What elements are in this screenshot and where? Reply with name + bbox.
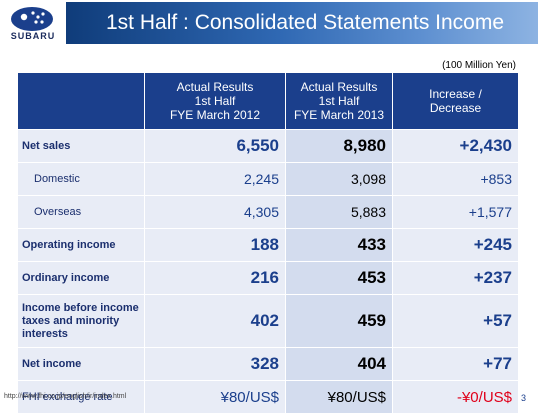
- page-title: 1st Half : Consolidated Statements Incom…: [106, 11, 505, 34]
- header-fye-2013-label: Actual Results 1st Half FYE March 2013: [293, 80, 385, 122]
- value-fye-2012: 4,305: [144, 195, 286, 229]
- value-fye-2012: 328: [144, 347, 286, 381]
- value-change: +237: [392, 261, 519, 295]
- table-row: Income before income taxes and minority …: [17, 294, 519, 348]
- value-fye-2013: ¥80/US$: [285, 380, 393, 414]
- value-fye-2013: 459: [285, 294, 393, 348]
- value-change: +57: [392, 294, 519, 348]
- subaru-logo: SUBARU: [0, 0, 66, 46]
- value-change: +1,577: [392, 195, 519, 229]
- row-label: Overseas: [17, 195, 145, 229]
- value-fye-2012: 188: [144, 228, 286, 262]
- table-row: Overseas 4,305 5,883 +1,577: [17, 195, 519, 229]
- page-number: 3: [520, 393, 526, 403]
- value-fye-2012: 216: [144, 261, 286, 295]
- value-fye-2013: 8,980: [285, 129, 393, 163]
- logo-text: SUBARU: [10, 31, 56, 41]
- row-label: Ordinary income: [17, 261, 145, 295]
- value-fye-2012: 402: [144, 294, 286, 348]
- value-fye-2013: 453: [285, 261, 393, 295]
- row-label: Net income: [17, 347, 145, 381]
- row-label: Net sales: [17, 129, 145, 163]
- value-fye-2012: ¥80/US$: [144, 380, 286, 414]
- table-row: Domestic 2,245 3,098 +853: [17, 162, 519, 196]
- footer-url: http://www.fhi.co.jp/english/ir/index.ht…: [4, 393, 127, 400]
- header-change: Increase / Decrease: [392, 72, 519, 130]
- row-label: Income before income taxes and minority …: [17, 294, 145, 348]
- header-fye-2012-label: Actual Results 1st Half FYE March 2012: [169, 80, 261, 122]
- value-fye-2013: 3,098: [285, 162, 393, 196]
- value-fye-2013: 433: [285, 228, 393, 262]
- value-change: -¥0/US$: [392, 380, 519, 414]
- row-label: Operating income: [17, 228, 145, 262]
- table-row: Net income 328 404 +77: [17, 347, 519, 381]
- row-label: Domestic: [17, 162, 145, 196]
- table-row: Net sales 6,550 8,980 +2,430: [17, 129, 519, 163]
- value-fye-2012: 6,550: [144, 129, 286, 163]
- table-header-row: Actual Results 1st Half FYE March 2012 A…: [17, 72, 519, 130]
- table-row: Operating income 188 433 +245: [17, 228, 519, 262]
- value-change: +2,430: [392, 129, 519, 163]
- value-fye-2013: 5,883: [285, 195, 393, 229]
- value-change: +77: [392, 347, 519, 381]
- title-bar: 1st Half : Consolidated Statements Incom…: [66, 2, 538, 44]
- unit-label: (100 Million Yen): [442, 60, 516, 71]
- header-fye-2013: Actual Results 1st Half FYE March 2013: [285, 72, 393, 130]
- header-change-label: Increase / Decrease: [429, 87, 482, 115]
- header-fye-2012: Actual Results 1st Half FYE March 2012: [144, 72, 286, 130]
- value-change: +853: [392, 162, 519, 196]
- income-statement-table: Actual Results 1st Half FYE March 2012 A…: [17, 72, 519, 414]
- value-fye-2013: 404: [285, 347, 393, 381]
- pleiades-star-emblem-icon: [11, 7, 53, 31]
- table-row: Ordinary income 216 453 +237: [17, 261, 519, 295]
- value-change: +245: [392, 228, 519, 262]
- value-fye-2012: 2,245: [144, 162, 286, 196]
- header-blank-cell: [17, 72, 145, 130]
